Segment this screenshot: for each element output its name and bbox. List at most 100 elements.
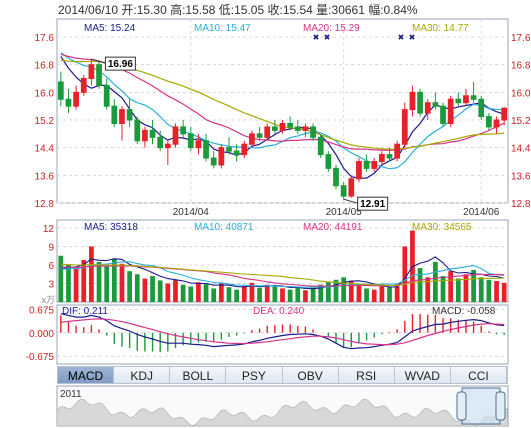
- candle-body: [379, 154, 385, 162]
- navigator-handle-left[interactable]: [456, 391, 467, 421]
- price-ma-label: MA5: 15.24: [84, 23, 136, 34]
- tab-boll[interactable]: BOLL: [170, 367, 227, 383]
- candle-body: [203, 140, 209, 159]
- volume-bar: [234, 289, 240, 302]
- price-axis-left-tick: 13.6: [35, 171, 55, 182]
- event-star-icon: ✖: [398, 33, 405, 42]
- tab-cci[interactable]: CCI: [450, 367, 507, 383]
- volume-bar: [272, 286, 278, 302]
- price-axis-right-tick: 15.2: [511, 116, 531, 127]
- volume-axis-tick: 3: [48, 280, 54, 291]
- volume-ma-label: MA20: 44191: [303, 222, 363, 233]
- dif-line: [60, 313, 505, 350]
- volume-bar: [394, 283, 400, 302]
- event-star-icon: ✖: [313, 33, 320, 42]
- candle-body: [340, 185, 347, 197]
- price-axis-right-tick: 17.6: [511, 33, 531, 44]
- volume-bar: [66, 265, 71, 302]
- candle-body: [134, 119, 141, 142]
- volume-bar: [425, 277, 431, 302]
- candle-body: [302, 126, 309, 131]
- macd-label: DIF: 0.211: [62, 306, 108, 317]
- candle-body: [386, 154, 393, 159]
- low-marker-leader: [343, 198, 358, 204]
- candle-body: [493, 119, 500, 128]
- tab-obv[interactable]: OBV: [282, 367, 339, 383]
- candle-body: [241, 143, 248, 156]
- dea-line: [60, 318, 505, 346]
- candle-body: [164, 143, 171, 149]
- candle-body: [88, 64, 95, 79]
- candle-body: [356, 161, 362, 180]
- date-axis-tick: 2014/04: [173, 207, 210, 218]
- navigator-window[interactable]: [461, 387, 501, 425]
- candle-body: [233, 150, 240, 156]
- volume-bar: [348, 281, 354, 302]
- candle-body: [279, 122, 286, 131]
- volume-bar: [310, 287, 316, 302]
- volume-bar: [455, 278, 461, 302]
- tab-kdj[interactable]: KDJ: [114, 367, 171, 383]
- price-axis-right-tick: 12.8: [511, 199, 531, 210]
- macd-axis-tick: 0.000: [29, 329, 54, 340]
- low-marker-box: [357, 196, 389, 211]
- candle-body: [103, 84, 110, 107]
- candle-body: [409, 91, 416, 111]
- volume-bar: [402, 246, 408, 302]
- candle-body: [424, 102, 431, 114]
- volume-bar: [257, 287, 262, 302]
- high-marker-label: 16.96: [108, 59, 133, 70]
- volume-bar: [486, 279, 492, 302]
- high-marker-leader: [91, 58, 106, 64]
- candle-body: [363, 161, 370, 169]
- volume-bar: [494, 281, 499, 302]
- volume-bar: [134, 274, 140, 302]
- volume-bar: [119, 263, 125, 302]
- candle-body: [218, 147, 225, 166]
- volume-axis-tick: 9: [48, 243, 54, 254]
- ohlc-summary: 2014/06/10 开:15.30 高:15.58 低:15.05 收:15.…: [58, 3, 418, 17]
- volume-bar: [96, 261, 102, 302]
- candle-body: [271, 126, 278, 131]
- event-star-icon: ✖: [409, 33, 416, 42]
- volume-bar: [104, 266, 110, 302]
- volume-ma-label: MA30: 34565: [412, 222, 472, 233]
- candle-body: [417, 91, 423, 114]
- tab-psy[interactable]: PSY: [226, 367, 283, 383]
- macd-label: DEA: 0.240: [253, 306, 305, 317]
- candle-body: [180, 126, 186, 135]
- candle-body: [249, 133, 255, 145]
- tab-macd[interactable]: MACD: [58, 367, 115, 383]
- volume-bar: [203, 284, 209, 302]
- volume-bar: [165, 283, 171, 302]
- volume-bar: [264, 284, 270, 302]
- volume-bar: [303, 290, 308, 302]
- volume-bar: [341, 277, 347, 302]
- candle-body: [463, 95, 469, 104]
- candle-body: [111, 105, 118, 124]
- date-axis-tick: 2014/05: [326, 207, 363, 218]
- candle-body: [187, 133, 194, 149]
- price-axis-right-tick: 16.8: [511, 61, 531, 72]
- volume-bar: [157, 280, 163, 302]
- candle-body: [119, 109, 125, 124]
- volume-bar: [387, 287, 392, 302]
- candle-body: [256, 133, 263, 138]
- volume-bar: [111, 258, 117, 302]
- tab-wvad[interactable]: WVAD: [394, 367, 451, 383]
- candle-body: [432, 102, 439, 107]
- volume-bar: [440, 276, 446, 302]
- volume-bar: [280, 288, 285, 302]
- volume-bar: [379, 285, 385, 302]
- indicator-tabs: MACD KDJ BOLL PSY OBV RSI WVAD CCI: [57, 366, 508, 384]
- candle-body: [440, 105, 446, 124]
- price-axis-right-tick: 14.4: [511, 144, 531, 155]
- navigator-handle-right[interactable]: [495, 391, 506, 421]
- price-axis-left-tick: 16.8: [35, 61, 55, 72]
- volume-bar: [433, 261, 438, 302]
- volume-bar: [318, 284, 324, 302]
- tab-rsi[interactable]: RSI: [338, 367, 395, 383]
- candle-body: [486, 116, 492, 128]
- candle-body: [287, 122, 294, 128]
